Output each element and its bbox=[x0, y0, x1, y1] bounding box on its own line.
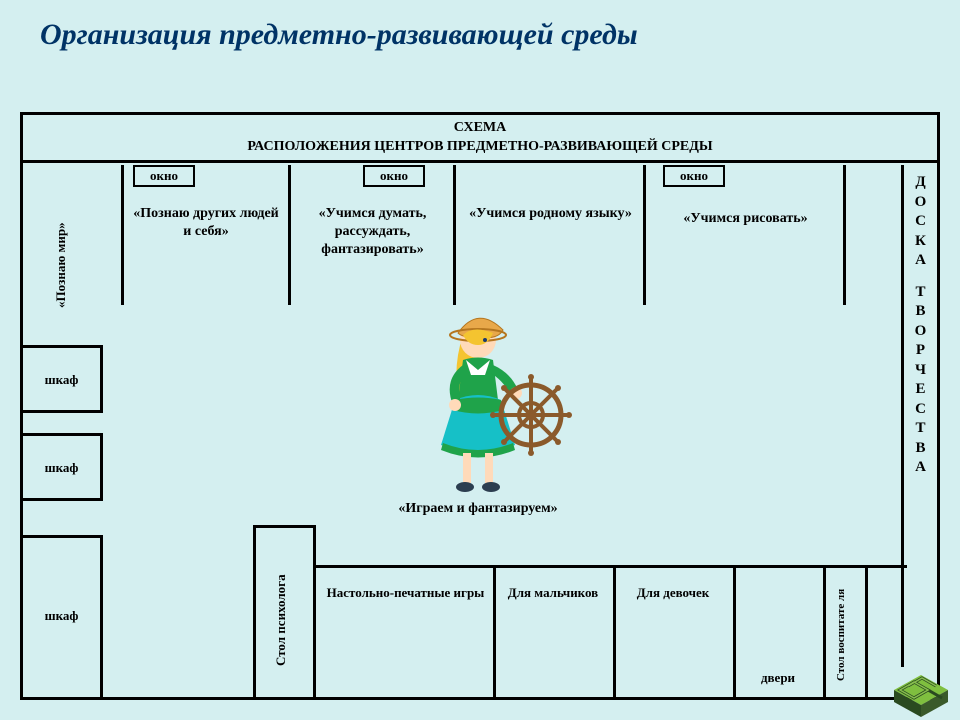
board-line-t2: Т bbox=[904, 419, 937, 439]
zone-poznayu-mir: «Познаю мир» bbox=[53, 205, 69, 325]
shelf-3: шкаф bbox=[23, 535, 103, 700]
divider-top-1 bbox=[121, 165, 124, 305]
board-line-a: А bbox=[904, 251, 937, 271]
divider-bot-4 bbox=[613, 565, 616, 700]
zone-uchimsya-rodnomu: «Учимся родному языку» bbox=[463, 205, 638, 223]
board-line-o2: О bbox=[904, 322, 937, 342]
header-line1: СХЕМА bbox=[23, 119, 937, 138]
header-line2: РАСПОЛОЖЕНИЯ ЦЕНТРОВ ПРЕДМЕТНО-РАЗВИВАЮЩ… bbox=[23, 138, 937, 157]
divider-bot-6 bbox=[823, 565, 826, 700]
board-line-a2: А bbox=[904, 458, 937, 478]
window-1: окно bbox=[133, 165, 195, 187]
shelf-2: шкаф bbox=[23, 433, 103, 501]
floor-plan: СХЕМА РАСПОЛОЖЕНИЯ ЦЕНТРОВ ПРЕДМЕТНО-РАЗ… bbox=[20, 112, 940, 700]
zone-uchimsya-risovat: «Учимся рисовать» bbox=[653, 210, 838, 228]
hline-bottom bbox=[313, 565, 907, 568]
plan-header: СХЕМА РАСПОЛОЖЕНИЯ ЦЕНТРОВ ПРЕДМЕТНО-РАЗ… bbox=[23, 115, 937, 163]
page-title: Организация предметно-развивающей среды bbox=[40, 18, 638, 52]
window-2: окно bbox=[363, 165, 425, 187]
zone-igraem: «Играем и фантазируем» bbox=[343, 500, 613, 518]
stol-psihologa: Стол психолога bbox=[273, 555, 289, 685]
board-line-v: В bbox=[904, 302, 937, 322]
board-gap bbox=[904, 271, 937, 283]
stol-vospitatelya: Стол воспитате ля bbox=[835, 575, 847, 695]
board-line-d: Д bbox=[904, 173, 937, 193]
shelf-1: шкаф bbox=[23, 345, 103, 413]
devochek-label: Для девочек bbox=[618, 585, 728, 601]
zone-uchimsya-dumat: «Учимся думать, рассуждать, фантазироват… bbox=[295, 205, 450, 260]
girl-illustration bbox=[403, 305, 573, 495]
board-line-v2: В bbox=[904, 439, 937, 459]
board-line-o: О bbox=[904, 193, 937, 213]
dveri-label: двери bbox=[738, 670, 818, 686]
divider-bot-7 bbox=[865, 565, 868, 700]
divider-top-5 bbox=[843, 165, 846, 305]
divider-top-3 bbox=[453, 165, 456, 305]
hline-psych-top bbox=[253, 525, 313, 528]
board-line-e: Е bbox=[904, 380, 937, 400]
maze-icon bbox=[884, 650, 958, 718]
board-line-t: Т bbox=[904, 283, 937, 303]
window-3: окно bbox=[663, 165, 725, 187]
nastolno-label: Настольно-печатные игры bbox=[323, 585, 488, 601]
divider-top-2 bbox=[288, 165, 291, 305]
divider-bot-5 bbox=[733, 565, 736, 700]
creativity-board: Д О С К А Т В О Р Ч Е С Т В А bbox=[901, 165, 937, 667]
board-line-r: Р bbox=[904, 341, 937, 361]
divider-bot-3 bbox=[493, 565, 496, 700]
board-line-ch: Ч bbox=[904, 361, 937, 381]
divider-bot-1 bbox=[253, 525, 256, 700]
board-line-k: К bbox=[904, 232, 937, 252]
divider-bot-2 bbox=[313, 525, 316, 700]
board-line-s: С bbox=[904, 212, 937, 232]
malchikov-label: Для мальчиков bbox=[498, 585, 608, 601]
board-line-s2: С bbox=[904, 400, 937, 420]
divider-top-4 bbox=[643, 165, 646, 305]
zone-poznayu-drugih: «Познаю других людей и себя» bbox=[131, 205, 281, 241]
